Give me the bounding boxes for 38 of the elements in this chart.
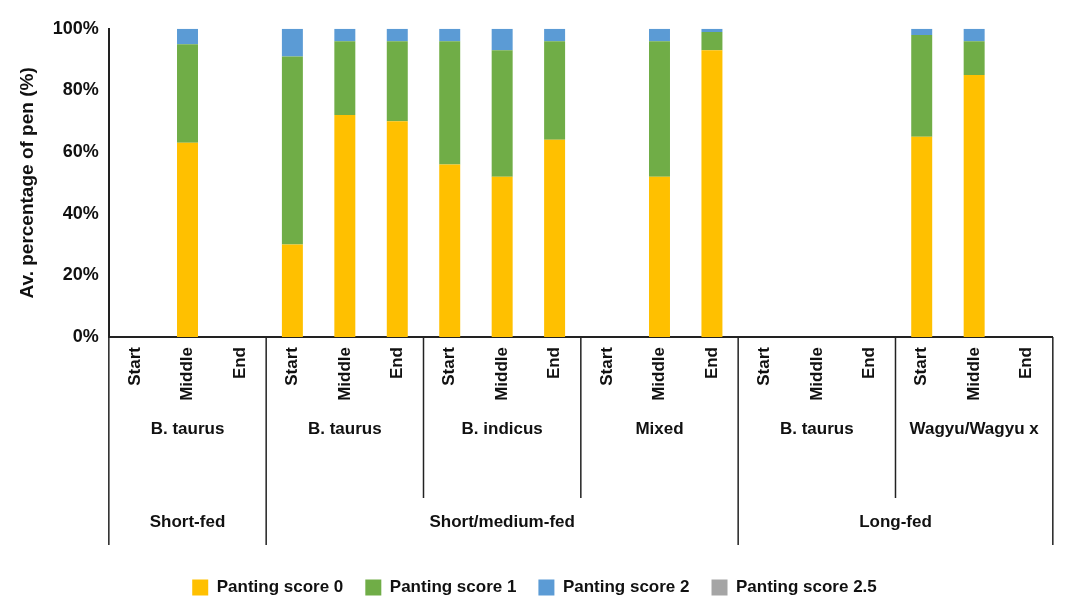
y-axis-title: Av. percentage of pen (%)	[15, 67, 37, 299]
y-tick-label: 0%	[72, 325, 99, 346]
y-tick-label: 100%	[52, 17, 99, 38]
x-tick-label: Middle	[649, 347, 669, 401]
text: B. indicus	[461, 418, 543, 438]
x-tick-label: Start	[124, 346, 144, 386]
x-tick-label: Middle	[963, 347, 983, 401]
x-tick-label: End	[544, 347, 564, 380]
x-tick-label: Start	[754, 346, 774, 386]
text: Short/medium-fed	[429, 511, 575, 531]
x-tick-label: Start	[439, 346, 459, 386]
y-tick-label: 60%	[62, 141, 99, 162]
x-tick-label: Middle	[806, 347, 826, 401]
legend-label: Panting score 2	[562, 577, 690, 597]
y-tick-label: 20%	[62, 264, 99, 285]
legend-label: Panting score 1	[389, 577, 517, 597]
y-tick-label: 40%	[62, 202, 99, 223]
x-tick-label: Start	[596, 346, 616, 386]
x-tick-label: End	[386, 347, 406, 380]
text: Long-fed	[859, 511, 932, 531]
text: Mixed	[635, 418, 684, 438]
x-tick-label: End	[701, 347, 721, 380]
x-tick-label: Middle	[177, 347, 197, 401]
x-tick-label: Middle	[334, 347, 354, 401]
x-tick-label: Start	[282, 346, 302, 386]
x-tick-label: Middle	[491, 347, 511, 401]
x-tick-label: End	[229, 347, 249, 380]
text: Short-fed	[149, 511, 226, 531]
legend-label: Panting score 2.5	[736, 577, 877, 597]
y-tick-label: 80%	[62, 79, 99, 100]
x-tick-label: End	[858, 347, 878, 380]
x-tick-label: End	[1016, 347, 1036, 380]
text: B. taurus	[779, 418, 854, 438]
x-tick-label: Start	[911, 346, 931, 386]
text: B. taurus	[307, 418, 382, 438]
text: Wagyu/Wagyu x	[909, 418, 1040, 438]
legend-label: Panting score 0	[216, 577, 344, 597]
text: B. taurus	[150, 418, 225, 438]
